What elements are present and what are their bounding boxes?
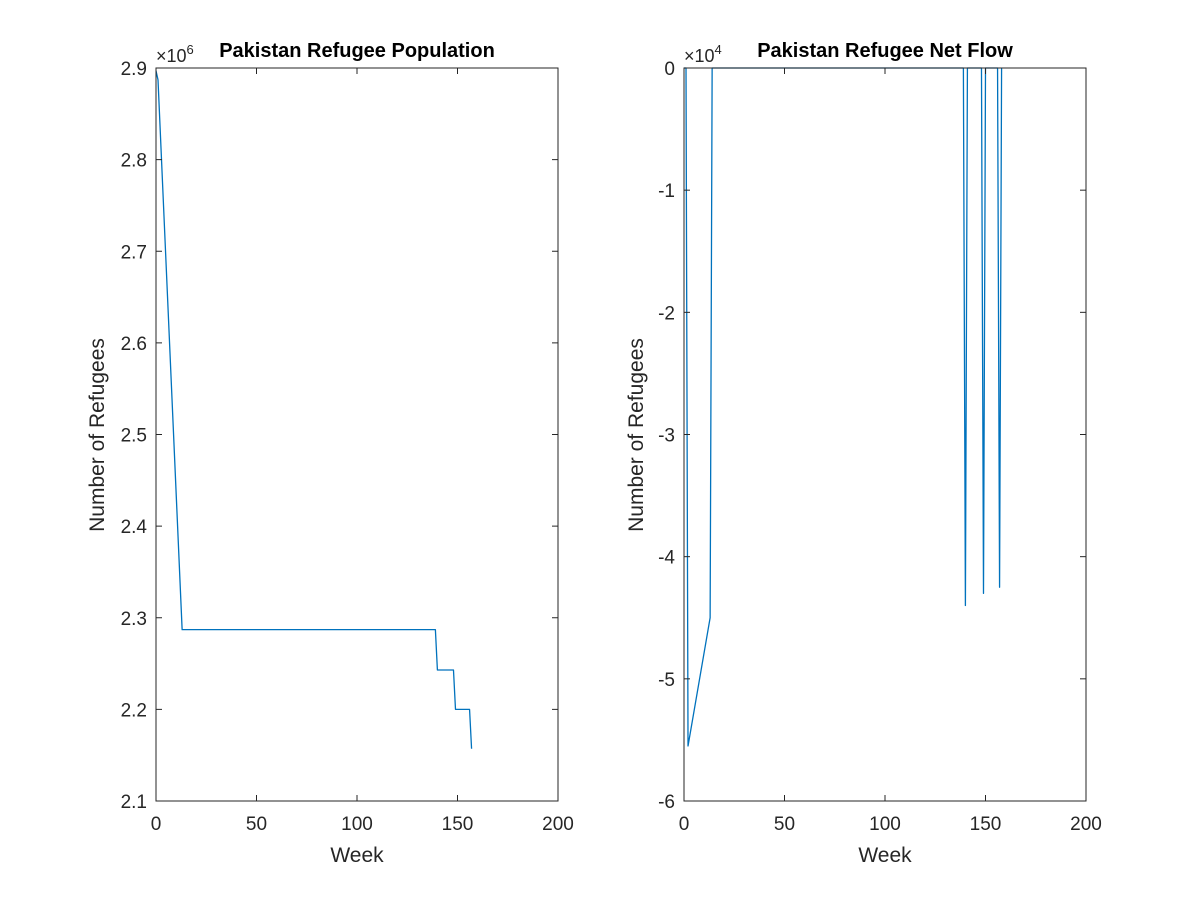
population-plot-marks: 0 50 100 150 200 2.1 2.2 2.3 2.4 2.5 2.6 2.7 2.8 2.9: [121, 59, 574, 835]
netflow-y-tick-label: -2: [658, 303, 675, 324]
netflow-y-tick-label: -6: [658, 792, 675, 813]
population-x-tick-label: 50: [246, 814, 267, 835]
population-subplot: Pakistan Refugee Population Week Number …: [86, 40, 574, 867]
population-y-tick-label: 2.7: [121, 242, 147, 263]
netflow-x-tick-label: 100: [869, 814, 901, 835]
population-chart-title: Pakistan Refugee Population: [219, 40, 495, 62]
netflow-x-axis-label: Week: [858, 844, 912, 867]
netflow-exponent-base: ×10: [684, 46, 715, 66]
population-y-tick-label: 2.5: [121, 426, 147, 447]
population-x-tick-label: 0: [151, 814, 162, 835]
population-x-tick-label: 100: [341, 814, 373, 835]
population-x-tick-label: 150: [442, 814, 474, 835]
netflow-x-tick-label: 150: [970, 814, 1002, 835]
population-series-line-0: [155, 70, 473, 749]
population-y-axis-label: Number of Refugees: [86, 338, 109, 532]
population-y-tick-label: 2.4: [121, 517, 148, 538]
population-exponent-power: 6: [187, 42, 194, 57]
netflow-y-tick-label: -4: [658, 548, 675, 569]
population-x-axis-label: Week: [330, 844, 384, 867]
netflow-x-tick-label: 0: [679, 814, 690, 835]
netflow-plot-marks: 0 50 100 150 200 -6 -5 -4 -3 -2 -1 0: [658, 59, 1102, 835]
netflow-x-tick-label: 50: [774, 814, 795, 835]
population-y-tick-label: 2.3: [121, 609, 147, 630]
netflow-subplot: Pakistan Refugee Net Flow Week Number of…: [625, 40, 1102, 867]
netflow-y-tick-label: -5: [658, 670, 675, 691]
netflow-y-tick-label: 0: [664, 59, 675, 80]
population-y-tick-label: 2.8: [121, 151, 147, 172]
population-y-tick-label: 2.6: [121, 334, 147, 355]
netflow-exponent-label: ×104: [684, 42, 722, 66]
netflow-x-tick-label: 200: [1070, 814, 1102, 835]
netflow-y-tick-label: -1: [658, 181, 675, 202]
population-y-tick-label: 2.1: [121, 792, 147, 813]
population-y-tick-label: 2.2: [121, 700, 147, 721]
population-exponent-label: ×106: [156, 42, 194, 66]
netflow-exponent-power: 4: [715, 42, 722, 57]
population-y-tick-label: 2.9: [121, 59, 147, 80]
netflow-y-axis-label: Number of Refugees: [625, 338, 648, 532]
population-x-tick-label: 200: [542, 814, 574, 835]
netflow-chart-title: Pakistan Refugee Net Flow: [757, 40, 1013, 62]
netflow-y-tick-label: -3: [658, 426, 675, 447]
population-exponent-base: ×10: [156, 46, 187, 66]
